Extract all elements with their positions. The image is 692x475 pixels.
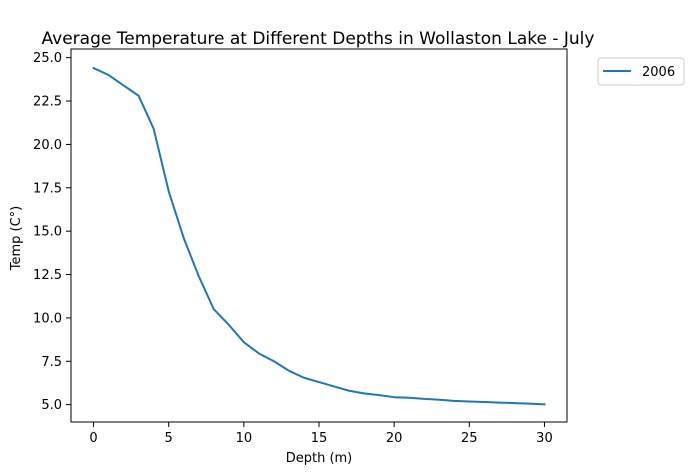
y-tick-label: 17.5: [33, 181, 62, 196]
plot-frame: [70, 48, 568, 423]
y-axis-ticks: 5.0 7.5 10.0 12.5 15.0 17.5 20.0 22.5 25.0: [33, 51, 71, 413]
y-tick-label: 5.0: [41, 398, 62, 413]
y-axis-label: Temp (C°): [9, 206, 24, 272]
x-tick-label: 15: [311, 431, 328, 446]
legend-box: [597, 57, 685, 86]
y-tick-label: 7.5: [41, 355, 62, 370]
y-tick-label: 20.0: [33, 138, 62, 153]
x-axis-ticks: 0 5 10 15 20 25 30: [89, 422, 553, 446]
chart-title: Average Temperature at Different Depths …: [42, 29, 595, 49]
legend-entry-2006: 2006: [642, 65, 675, 80]
x-tick-label: 0: [89, 431, 97, 446]
x-tick-label: 10: [236, 431, 253, 446]
x-tick-label: 5: [165, 431, 173, 446]
x-tick-label: 30: [536, 431, 553, 446]
legend: 2006: [597, 57, 685, 86]
plot-area: [71, 49, 567, 422]
y-tick-label: 12.5: [33, 268, 62, 283]
x-tick-label: 20: [386, 431, 403, 446]
series-layer: [92, 66, 546, 406]
x-axis-label: Depth (m): [286, 451, 353, 466]
y-tick-label: 25.0: [33, 51, 62, 66]
x-tick-label: 25: [461, 431, 478, 446]
y-tick-label: 10.0: [33, 311, 62, 326]
y-tick-label: 22.5: [33, 95, 62, 110]
series-line-2006: [92, 66, 546, 406]
y-tick-label: 15.0: [33, 225, 62, 240]
